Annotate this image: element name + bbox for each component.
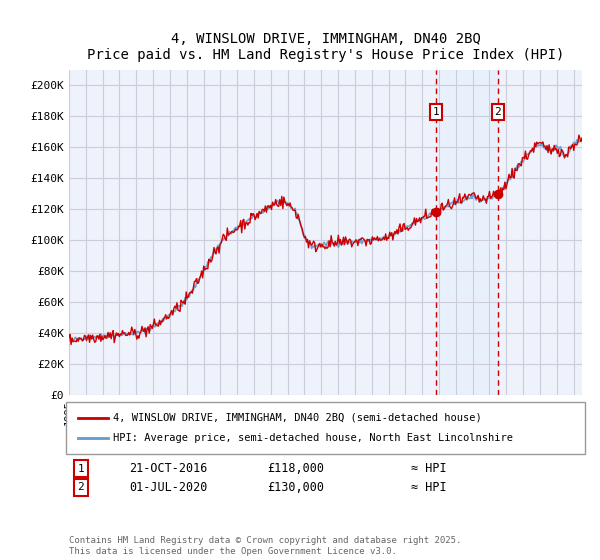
Text: ≈ HPI: ≈ HPI <box>411 462 446 475</box>
Text: 2: 2 <box>77 482 85 492</box>
Text: 01-JUL-2020: 01-JUL-2020 <box>129 480 208 494</box>
Text: 1: 1 <box>77 464 85 474</box>
Text: HPI: Average price, semi-detached house, North East Lincolnshire: HPI: Average price, semi-detached house,… <box>113 433 513 443</box>
Text: 4, WINSLOW DRIVE, IMMINGHAM, DN40 2BQ (semi-detached house): 4, WINSLOW DRIVE, IMMINGHAM, DN40 2BQ (s… <box>113 413 482 423</box>
Text: 2: 2 <box>494 107 501 117</box>
Text: ≈ HPI: ≈ HPI <box>411 480 446 494</box>
Bar <box>436 70 498 395</box>
Text: Contains HM Land Registry data © Crown copyright and database right 2025.
This d: Contains HM Land Registry data © Crown c… <box>69 536 461 556</box>
Text: 1: 1 <box>432 107 439 117</box>
Title: 4, WINSLOW DRIVE, IMMINGHAM, DN40 2BQ
Price paid vs. HM Land Registry's House Pr: 4, WINSLOW DRIVE, IMMINGHAM, DN40 2BQ Pr… <box>87 32 564 62</box>
Text: 21-OCT-2016: 21-OCT-2016 <box>129 462 208 475</box>
Text: £118,000: £118,000 <box>267 462 324 475</box>
Text: £130,000: £130,000 <box>267 480 324 494</box>
